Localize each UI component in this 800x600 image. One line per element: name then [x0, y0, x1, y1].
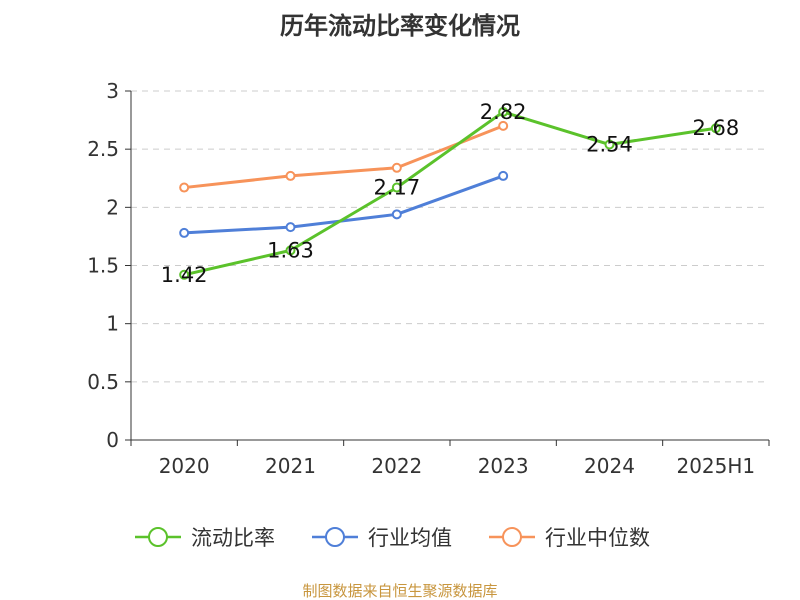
x-tick-label: 2023: [478, 454, 529, 478]
y-tick-label: 2.5: [87, 137, 119, 161]
series-point: [498, 170, 509, 181]
y-tick-label: 2: [106, 195, 119, 219]
series-point: [391, 209, 402, 220]
series-point: [391, 162, 402, 173]
x-tick-label: 2021: [265, 454, 316, 478]
series-point: [179, 182, 190, 193]
legend-item[interactable]: 行业中位数: [489, 526, 650, 550]
series-point: [710, 123, 721, 134]
y-tick-label: 0: [106, 428, 119, 452]
legend-item[interactable]: 行业均值: [312, 526, 452, 550]
legend-marker-icon: [502, 527, 522, 547]
series-point: [498, 120, 509, 131]
y-tick-label: 1.5: [87, 254, 119, 278]
data-label: 1.42: [161, 263, 208, 287]
legend-marker-icon: [148, 527, 168, 547]
source-note: 制图数据来自恒生聚源数据库: [302, 582, 497, 600]
x-tick-label: 2020: [159, 454, 210, 478]
data-label: 2.68: [692, 116, 739, 140]
data-label: 2.82: [480, 100, 527, 124]
data-label: 2.54: [586, 133, 633, 157]
chart-title: 历年流动比率变化情况: [280, 12, 520, 40]
x-tick-label: 2025H1: [676, 454, 755, 478]
legend-label: 行业中位数: [545, 526, 650, 550]
series-line: [182, 124, 505, 190]
legend-label: 行业均值: [368, 526, 452, 550]
y-tick-label: 0.5: [87, 370, 119, 394]
series-point: [285, 245, 296, 256]
x-tick-label: 2022: [371, 454, 422, 478]
series-point: [285, 170, 296, 181]
series-point: [179, 269, 190, 280]
legend-marker-icon: [325, 527, 345, 547]
x-tick-label: 2024: [584, 454, 635, 478]
axes: 0 0.5 1 1.5 2 2.5 3 2020 2021 2022 2023 2024 2025H1: [87, 79, 770, 478]
series-lines: [179, 106, 721, 280]
series-point: [604, 139, 615, 150]
data-labels: 1.42 1.63 2.17 2.82 2.54 2.68: [161, 100, 739, 287]
y-tick-label: 3: [106, 79, 119, 103]
series-line: [182, 174, 505, 235]
series-line: [182, 110, 718, 277]
series-point: [179, 227, 190, 238]
series-point: [285, 222, 296, 233]
y-tick-label: 1: [106, 312, 119, 336]
data-label: 2.17: [373, 176, 420, 200]
series-point: [391, 182, 402, 193]
legend-item[interactable]: 流动比率: [135, 526, 275, 550]
series-point: [498, 106, 509, 117]
legend[interactable]: 流动比率 行业均值 行业中位数: [135, 526, 650, 550]
legend-label: 流动比率: [191, 526, 275, 550]
data-label: 1.63: [267, 238, 314, 262]
